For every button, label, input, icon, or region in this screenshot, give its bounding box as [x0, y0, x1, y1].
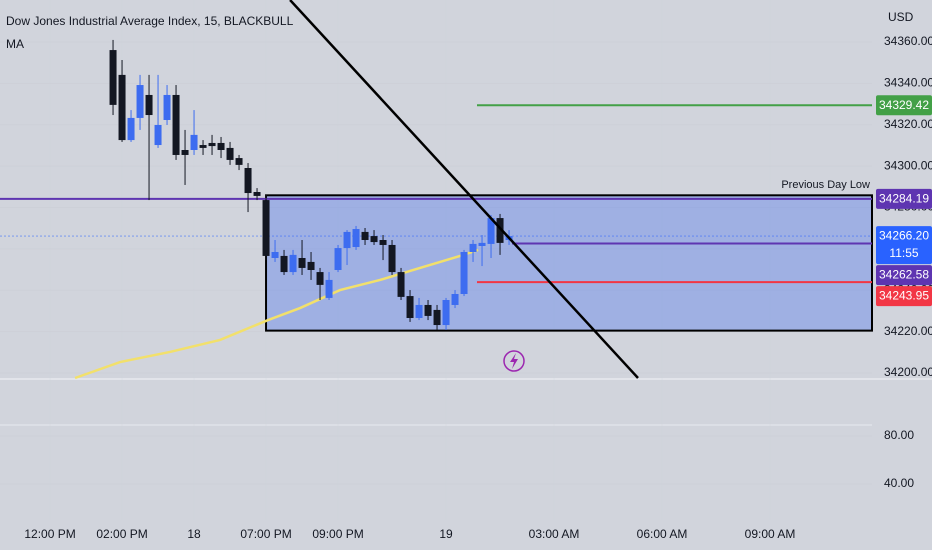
event-icon-bolt [510, 353, 518, 369]
indicator-legend: MA [6, 37, 24, 51]
price-label: 34262.58 [879, 268, 929, 282]
candle-body [451, 294, 459, 305]
price-label: 34266.20 [879, 229, 929, 243]
candle-body [334, 248, 342, 270]
candle-body [388, 244, 396, 273]
ma-line [74, 248, 479, 380]
candle-body [226, 147, 234, 160]
x-tick-label: 06:00 AM [637, 527, 688, 541]
candle-body [325, 279, 333, 298]
candle-body [343, 231, 351, 249]
candle-body [352, 229, 360, 248]
price-label-box [876, 188, 932, 209]
candle-body [460, 252, 468, 294]
candle-body [181, 150, 189, 155]
price-label-box [876, 286, 932, 307]
candle-body [415, 304, 423, 318]
candle-body [190, 134, 198, 150]
candle-body [433, 309, 441, 326]
candle-body [199, 145, 207, 148]
candle-body [307, 261, 315, 270]
event-icon[interactable] [503, 350, 525, 372]
y-tick-label: 34340.00 [884, 76, 932, 90]
candle-body [397, 272, 405, 297]
candle-body [172, 94, 180, 155]
candle-body [118, 74, 126, 141]
candle-body [406, 296, 414, 318]
candle-body [154, 124, 162, 146]
candle-body [271, 252, 279, 258]
candle-body [316, 272, 324, 285]
price-label: 34243.95 [879, 289, 929, 303]
trend-line [289, 0, 639, 379]
candle-body [280, 255, 288, 273]
x-tick-label: 03:00 AM [529, 527, 580, 541]
candle-body [235, 158, 243, 165]
candle-body [253, 192, 261, 196]
candle-body [289, 254, 297, 273]
candle-body [379, 240, 387, 245]
price-label-box [876, 265, 932, 286]
annotation: Previous Day Low [781, 179, 870, 191]
x-tick-label: 09:00 AM [745, 527, 796, 541]
price-label-box [876, 226, 932, 265]
candle-body [361, 231, 369, 240]
candle-body [208, 142, 216, 147]
candle-body [424, 304, 432, 316]
candle-body [145, 94, 153, 116]
candle-body [109, 50, 117, 105]
candle-body [442, 300, 450, 326]
candle-body [478, 242, 486, 246]
x-tick-label: 07:00 PM [240, 527, 291, 541]
candle-body [244, 168, 252, 194]
currency: USD [888, 10, 914, 24]
candle-body [163, 94, 171, 120]
y-tick-label: 40.00 [884, 476, 914, 490]
candle-body [370, 236, 378, 243]
y-tick-label: 34300.00 [884, 158, 932, 172]
y-tick-label: 34360.00 [884, 34, 932, 48]
x-tick-label: 18 [187, 527, 201, 541]
candle-body [136, 85, 144, 118]
y-tick-label: 34220.00 [884, 324, 932, 338]
candle-body [298, 258, 306, 268]
x-tick-label: 12:00 PM [24, 527, 75, 541]
price-label: 34284.19 [879, 192, 929, 206]
x-tick-label: 02:00 PM [96, 527, 147, 541]
x-tick-label: 09:00 PM [312, 527, 363, 541]
candle-body [217, 142, 225, 150]
y-tick-label: 34320.00 [884, 117, 932, 131]
candle-body [469, 243, 477, 252]
candle-body [496, 218, 504, 243]
price-label-box [876, 95, 932, 116]
candle-body [127, 117, 135, 141]
countdown: 11:55 [889, 246, 918, 260]
candle-body [487, 218, 495, 244]
y-tick-label: 80.00 [884, 428, 914, 442]
y-tick-label: 34200.00 [884, 365, 932, 379]
x-tick-label: 19 [439, 527, 453, 541]
chart-title: Dow Jones Industrial Average Index, 15, … [6, 14, 294, 28]
price-label: 34329.42 [879, 98, 929, 112]
range-box [265, 194, 874, 332]
candle-body [262, 200, 270, 256]
